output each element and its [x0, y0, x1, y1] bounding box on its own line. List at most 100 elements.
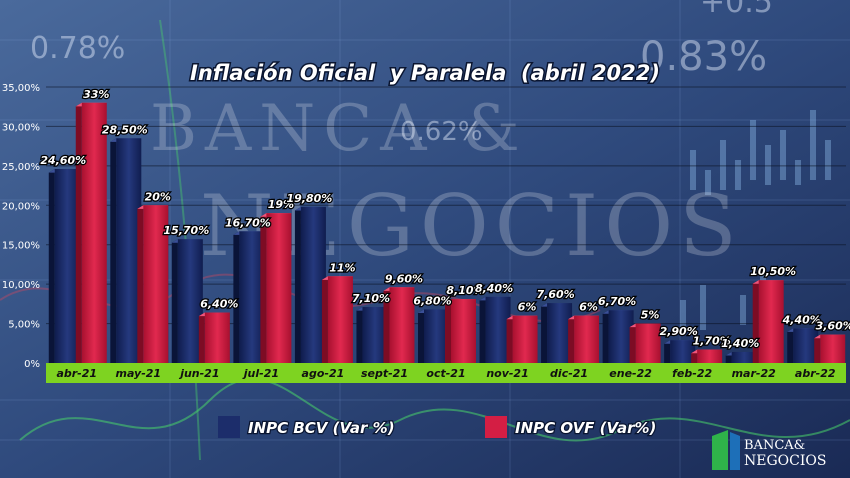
y-tick-label: 0% [24, 359, 40, 370]
bar-side [356, 307, 363, 363]
data-label: 11% [329, 261, 355, 274]
bar-bcv [116, 138, 142, 363]
bar-side [321, 276, 328, 363]
data-label: 2,90% [660, 325, 698, 338]
bar-side [48, 169, 55, 363]
bar-side [294, 206, 301, 363]
bar-side [602, 310, 609, 363]
bar-side [171, 239, 178, 363]
data-label: 19,80% [287, 192, 333, 205]
x-tick-label: ago-21 [302, 367, 345, 380]
data-label: 7,60% [536, 288, 574, 301]
bar-bcv [424, 309, 449, 363]
x-tick-label: jul-21 [242, 367, 279, 380]
bar-bcv [177, 239, 203, 363]
bar-side [506, 315, 513, 363]
legend-swatch-ovf [485, 416, 507, 438]
data-label: 5% [641, 309, 660, 322]
x-tick-label: jun-21 [178, 367, 219, 380]
bars [48, 102, 846, 364]
bar-ovf [327, 276, 353, 363]
data-label: 8,10% [446, 284, 484, 297]
bar-side [568, 315, 575, 363]
data-label: 9,60% [385, 272, 423, 285]
bar-side [110, 138, 117, 363]
y-tick-label: 10,00% [2, 280, 40, 291]
bar-ovf [81, 102, 107, 364]
data-label: 8,40% [475, 282, 513, 295]
bar-side [418, 309, 424, 363]
bar-ovf [697, 349, 723, 363]
bar-side [383, 287, 390, 363]
x-tick-label: may-21 [116, 367, 162, 380]
y-tick-label: 15,00% [2, 241, 40, 252]
data-label: 10,50% [750, 265, 796, 278]
data-label: 1,40% [721, 337, 759, 350]
bar-side [541, 303, 548, 363]
bar-side [137, 205, 144, 363]
y-tick-label: 35,00% [2, 83, 40, 94]
y-tick-label: 30,00% [2, 122, 40, 133]
bar-ovf [820, 334, 846, 363]
y-tick-label: 5,00% [8, 320, 40, 331]
x-tick-label: nov-21 [486, 367, 528, 380]
bar-side [233, 231, 240, 363]
bar-ovf [143, 205, 169, 363]
chart-title: Inflación Oficial y Paralela (abril 2022… [190, 61, 660, 85]
data-label: 6% [518, 301, 537, 314]
background-number: 0.78% [30, 31, 125, 66]
bar-ovf [204, 312, 230, 363]
data-label: 1,70% [693, 335, 731, 348]
background-number: 0.83% [640, 34, 767, 80]
bar-side [445, 299, 451, 363]
brand-logo: BANCA& NEGOCIOS [712, 430, 826, 470]
x-tick-label: abr-21 [56, 367, 97, 380]
bar-bcv [54, 169, 80, 363]
data-label: 6% [579, 301, 598, 314]
bar-side [664, 340, 671, 363]
y-tick-label: 25,00% [2, 162, 40, 173]
legend: INPC BCV (Var %) INPC OVF (Var%) [218, 416, 658, 438]
bar-bcv [547, 303, 573, 363]
data-label: 6,70% [598, 295, 636, 308]
x-tick-label: dic-21 [550, 367, 588, 380]
bar-bcv [670, 340, 696, 363]
bar-bcv [239, 231, 265, 363]
bar-bcv [485, 296, 511, 363]
logo-text-top: BANCA& [744, 438, 805, 453]
x-axis: abr-21 may-21 jun-21 jul-21 ago-21 sept-21 oct… [56, 367, 835, 380]
background-number: 0.62% [400, 117, 483, 147]
bar-side [260, 213, 267, 363]
logo-mark-icon [712, 430, 728, 470]
bar-bcv [362, 307, 388, 363]
bar-bcv [300, 206, 326, 363]
x-tick-label: sept-21 [361, 367, 408, 380]
data-label: 20% [145, 190, 171, 203]
data-label: 15,70% [163, 224, 209, 237]
logo-text-bottom: NEGOCIOS [744, 453, 826, 469]
data-label: 3,60% [816, 320, 850, 333]
bar-side [787, 328, 794, 363]
legend-label-bcv: INPC BCV (Var %) [248, 419, 395, 437]
data-label: 4,40% [782, 313, 821, 326]
x-tick-label: oct-21 [426, 367, 465, 380]
data-label: 7,10% [352, 292, 390, 305]
watermark-line: BANCA & [150, 92, 528, 166]
background-line-green [19, 377, 850, 442]
x-axis-band [46, 363, 846, 383]
bar-ovf [512, 315, 538, 363]
data-labels: 24,60% 33% 28,50% 20% 15,70% 6,40% 16,70% 19%19… [39, 87, 850, 352]
bar-side [198, 312, 205, 363]
legend-label-ovf: INPC OVF (Var%) [515, 419, 656, 437]
data-label: 33% [83, 88, 109, 101]
x-tick-label: feb-22 [672, 367, 712, 380]
bar-ovf [451, 299, 476, 363]
logo-mark-icon [730, 432, 740, 470]
data-label: 16,70% [225, 216, 271, 229]
bar-side [814, 334, 821, 363]
y-axis: 0% 5,00% 10,00% 15,00% 20,00% 25,00% 30,00% 35,… [2, 83, 40, 370]
bar-side [752, 280, 759, 363]
data-label: 28,50% [102, 123, 148, 136]
bar-ovf [574, 315, 600, 363]
